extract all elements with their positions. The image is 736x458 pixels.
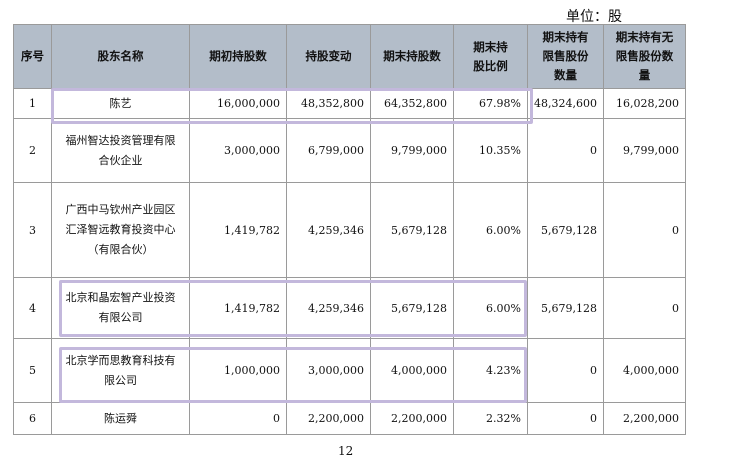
cell-restricted: 0 — [527, 402, 604, 435]
cell-name-line: 陈运舜 — [104, 411, 137, 425]
cell-seq: 1 — [13, 88, 52, 119]
cell-end: 9,799,000 — [370, 118, 454, 183]
cell-restricted: 0 — [527, 338, 604, 403]
header-restricted: 期末持有 限售股份 数量 — [527, 24, 604, 89]
cell-unrestricted: 4,000,000 — [602, 338, 686, 403]
cell-unrestricted: 9,799,000 — [602, 118, 686, 183]
header-unrestricted-line3: 量 — [638, 68, 651, 82]
cell-unrestricted: 2,200,000 — [602, 402, 686, 435]
cell-end: 5,679,128 — [370, 182, 454, 278]
header-unrestricted: 期末持有无 限售股份数 量 — [602, 24, 686, 89]
cell-ratio: 6.00% — [453, 182, 528, 278]
cell-ratio: 67.98% — [453, 88, 528, 119]
cell-initial: 3,000,000 — [189, 118, 287, 183]
cell-ratio: 2.32% — [453, 402, 528, 435]
header-unrestricted-line2: 限售股份数 — [615, 49, 674, 63]
cell-restricted: 5,679,128 — [527, 182, 604, 278]
cell-seq: 5 — [13, 338, 52, 403]
cell-end: 2,200,000 — [370, 402, 454, 435]
cell-unrestricted: 0 — [602, 277, 686, 339]
cell-name: 陈艺 — [51, 88, 190, 119]
cell-initial: 1,000,000 — [189, 338, 287, 403]
cell-restricted: 5,679,128 — [527, 277, 604, 339]
table-row: 2 福州智达投资管理有限 合伙企业 3,000,000 6,799,000 9,799,0… — [13, 118, 686, 183]
cell-name: 陈运舜 — [51, 402, 190, 435]
cell-end: 5,679,128 — [370, 277, 454, 339]
header-initial: 期初持股数 — [189, 24, 287, 89]
cell-change: 4,259,346 — [286, 277, 371, 339]
cell-ratio: 6.00% — [453, 277, 528, 339]
header-restricted-line2: 限售股份 — [542, 49, 589, 63]
cell-name-line: （有限合伙） — [87, 243, 154, 256]
cell-seq: 6 — [13, 402, 52, 435]
cell-change: 4,259,346 — [286, 182, 371, 278]
cell-change: 6,799,000 — [286, 118, 371, 183]
cell-end: 4,000,000 — [370, 338, 454, 403]
cell-initial: 1,419,782 — [189, 182, 287, 278]
cell-name: 福州智达投资管理有限 合伙企业 — [51, 118, 190, 183]
cell-end: 64,352,800 — [370, 88, 454, 119]
header-change: 持股变动 — [286, 24, 371, 89]
header-seq: 序号 — [13, 24, 52, 89]
table-row: 6 陈运舜 0 2,200,000 2,200,000 2.32% 0 2,200,000 — [13, 402, 686, 435]
cell-initial: 1,419,782 — [189, 277, 287, 339]
cell-name-line: 陈艺 — [109, 96, 132, 110]
header-unrestricted-line1: 期末持有无 — [615, 30, 674, 44]
header-name: 股东名称 — [51, 24, 190, 89]
cell-seq: 2 — [13, 118, 52, 183]
page-number: 12 — [338, 444, 354, 458]
table-row: 3 广西中马钦州产业园区 汇泽智远教育投资中心 （有限合伙） 1,419,782 4,25… — [13, 182, 686, 278]
cell-change: 3,000,000 — [286, 338, 371, 403]
table-row: 1 陈艺 16,000,000 48,352,800 64,352,800 67.98% 4… — [13, 88, 686, 119]
header-restricted-line1: 期末持有 — [542, 30, 589, 44]
cell-name-line: 限公司 — [104, 373, 137, 387]
cell-name: 北京学而思教育科技有 限公司 — [51, 338, 190, 403]
header-restricted-line3: 数量 — [553, 68, 577, 82]
cell-ratio: 10.35% — [453, 118, 528, 183]
cell-ratio: 4.23% — [453, 338, 528, 403]
cell-name: 北京和晶宏智产业投资 有限公司 — [51, 277, 190, 339]
shareholder-table: 序号 股东名称 期初持股数 持股变动 期末持股数 期末持 股比例 期末持有 限售… — [13, 24, 686, 435]
cell-name-line: 广西中马钦州产业园区 — [65, 203, 176, 216]
cell-change: 2,200,000 — [286, 402, 371, 435]
header-end: 期末持股数 — [370, 24, 454, 89]
unit-label: 单位：股 — [566, 9, 622, 25]
cell-unrestricted: 0 — [602, 182, 686, 278]
cell-seq: 3 — [13, 182, 52, 278]
cell-unrestricted: 16,028,200 — [602, 88, 686, 119]
table-row: 5 北京学而思教育科技有 限公司 1,000,000 3,000,000 4,000,00… — [13, 338, 686, 403]
cell-name-line: 福州智达投资管理有限 — [65, 133, 176, 147]
cell-name-line: 北京学而思教育科技有 — [65, 353, 176, 367]
table-row: 4 北京和晶宏智产业投资 有限公司 1,419,782 4,259,346 5,679,1… — [13, 277, 686, 339]
cell-name-line: 汇泽智远教育投资中心 — [65, 223, 176, 236]
cell-initial: 16,000,000 — [189, 88, 287, 119]
cell-change: 48,352,800 — [286, 88, 371, 119]
cell-seq: 4 — [13, 277, 52, 339]
cell-name-line: 有限公司 — [98, 311, 143, 324]
header-row: 序号 股东名称 期初持股数 持股变动 期末持股数 期末持 股比例 期末持有 限售… — [13, 24, 686, 89]
header-ratio-line1: 期末持 — [473, 39, 508, 54]
header-ratio-line2: 股比例 — [473, 58, 508, 73]
cell-restricted: 48,324,600 — [527, 88, 604, 119]
cell-name-line: 合伙企业 — [98, 153, 143, 167]
cell-name: 广西中马钦州产业园区 汇泽智远教育投资中心 （有限合伙） — [51, 182, 190, 278]
cell-restricted: 0 — [527, 118, 604, 183]
cell-name-line: 北京和晶宏智产业投资 — [65, 291, 176, 304]
cell-initial: 0 — [189, 402, 287, 435]
header-ratio: 期末持 股比例 — [453, 24, 528, 89]
